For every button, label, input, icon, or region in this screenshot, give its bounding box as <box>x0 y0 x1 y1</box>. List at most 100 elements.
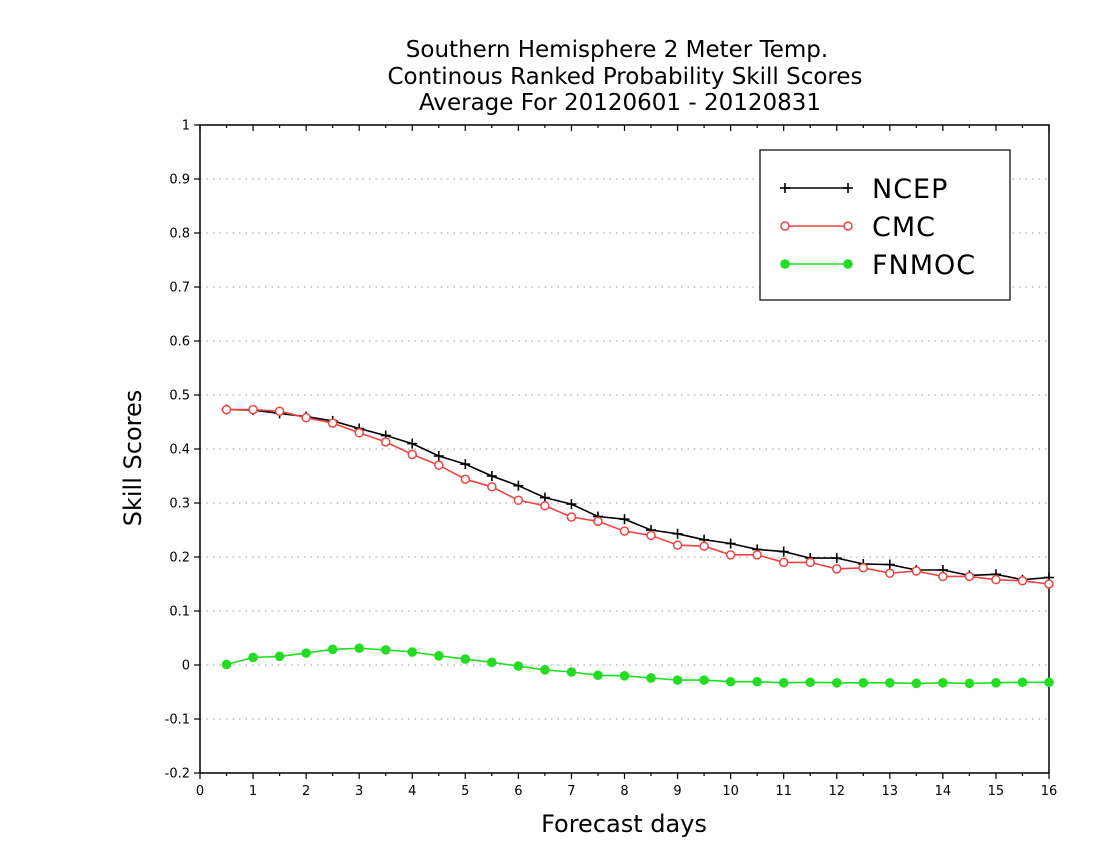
cmc-point <box>911 566 922 576</box>
series-layer <box>221 404 1054 689</box>
fnmoc-point <box>301 648 311 658</box>
fnmoc-point <box>1017 677 1028 688</box>
fnmoc-point <box>991 678 1001 688</box>
ncep-point <box>486 471 497 481</box>
fnmoc-point <box>221 659 232 670</box>
cmc-point <box>380 437 391 447</box>
cmc-point <box>593 516 603 527</box>
cmc-point <box>778 557 789 568</box>
fnmoc-point <box>699 675 709 685</box>
fnmoc-point <box>540 665 550 675</box>
fnmoc-point <box>725 676 736 687</box>
x-tick-label: 7 <box>567 784 575 799</box>
series-ncep <box>221 404 1054 585</box>
ncep-point <box>619 514 630 525</box>
y-tick-label: 0.5 <box>169 389 190 404</box>
cmc-point <box>832 564 842 574</box>
x-tick-label: 4 <box>408 784 416 799</box>
x-tick-label: 2 <box>302 784 310 799</box>
ncep-point <box>407 438 418 449</box>
cmc-point <box>221 404 232 415</box>
cmc-point <box>699 541 709 551</box>
x-tick-label: 10 <box>722 784 739 799</box>
x-tick-label: 6 <box>514 784 522 799</box>
x-tick-label: 9 <box>673 784 681 799</box>
cmc-point <box>566 512 577 522</box>
cmc-point <box>460 474 471 484</box>
cmc-point <box>991 574 1001 585</box>
fnmoc-point <box>885 678 895 688</box>
y-tick-label: -0.1 <box>165 713 190 728</box>
ncep-point <box>672 528 683 539</box>
legend-marker-end <box>843 259 853 269</box>
fnmoc-point <box>938 678 948 688</box>
fnmoc-point <box>513 661 524 671</box>
fnmoc-point <box>566 667 577 677</box>
legend-marker-start <box>780 221 790 231</box>
cmc-point <box>513 495 524 506</box>
cmc-point <box>248 404 258 415</box>
fnmoc-point <box>380 645 391 655</box>
cmc-point <box>964 571 975 582</box>
y-tick-label: 0.6 <box>169 335 190 350</box>
ncep-point <box>884 559 895 570</box>
legend-marker-end <box>843 183 853 193</box>
y-tick-label: 0.1 <box>169 605 190 620</box>
fnmoc-point <box>593 670 603 681</box>
cmc-point <box>354 428 364 438</box>
cmc-point <box>1017 576 1028 586</box>
y-tick-label: 0.7 <box>169 281 190 296</box>
legend-item-ncep: NCEP <box>780 174 948 205</box>
legend-label-cmc: CMC <box>872 212 936 243</box>
legend-label-fnmoc: FNMOC <box>872 250 976 281</box>
x-tick-label: 11 <box>775 784 792 799</box>
legend-item-cmc: CMC <box>780 212 936 243</box>
cmc-point <box>1044 579 1054 589</box>
ncep-point <box>539 492 550 503</box>
y-tick-label: -0.2 <box>165 767 190 782</box>
y-tick-label: 1 <box>182 119 190 134</box>
ncep-line <box>226 408 1050 581</box>
cmc-point <box>619 526 630 536</box>
cmc-point <box>434 460 444 470</box>
x-tick-label: 1 <box>249 784 257 799</box>
ncep-point <box>778 546 789 557</box>
cmc-point <box>301 412 311 423</box>
legend-box <box>759 149 1011 301</box>
ncep-point <box>725 538 736 549</box>
cmc-point <box>938 571 948 582</box>
ncep-point <box>433 451 444 462</box>
y-tick-label: 0.4 <box>169 443 190 458</box>
ncep-point <box>831 553 842 564</box>
fnmoc-point <box>672 675 683 685</box>
fnmoc-point <box>433 651 444 661</box>
y-tick-label: 0.2 <box>169 551 190 566</box>
title-line-2: Continous Ranked Probability Skill Score… <box>387 64 862 90</box>
y-tick-label: 0.3 <box>169 497 190 512</box>
y-axis-label: Skill Scores <box>119 390 147 527</box>
fnmoc-point <box>911 678 922 689</box>
cmc-point <box>752 550 762 560</box>
legend-marker-start <box>780 259 790 269</box>
cmc-point <box>725 550 736 560</box>
x-tick-label: 0 <box>196 784 204 799</box>
fnmoc-point <box>327 644 338 655</box>
fnmoc-point <box>646 673 656 683</box>
legend-label-ncep: NCEP <box>872 174 948 205</box>
y-axis-ticks: 1 0.9 0.8 0.7 0.6 0.5 0.4 0.3 0.2 0.1 0 -0.1 -0.2 <box>165 119 200 782</box>
x-tick-label: 8 <box>620 784 628 799</box>
legend-marker-end <box>843 221 853 231</box>
legend-item-fnmoc: FNMOC <box>780 250 976 281</box>
fnmoc-point <box>964 678 975 689</box>
fnmoc-point <box>778 678 789 688</box>
cmc-point <box>885 568 895 578</box>
cmc-point <box>540 500 550 511</box>
x-tick-label: 13 <box>882 784 899 799</box>
fnmoc-line <box>226 647 1049 685</box>
x-tick-label: 14 <box>935 784 952 799</box>
plot-frame <box>199 124 1050 774</box>
fnmoc-point <box>407 647 418 657</box>
cmc-line <box>226 408 1050 585</box>
cmc-point <box>327 418 338 428</box>
